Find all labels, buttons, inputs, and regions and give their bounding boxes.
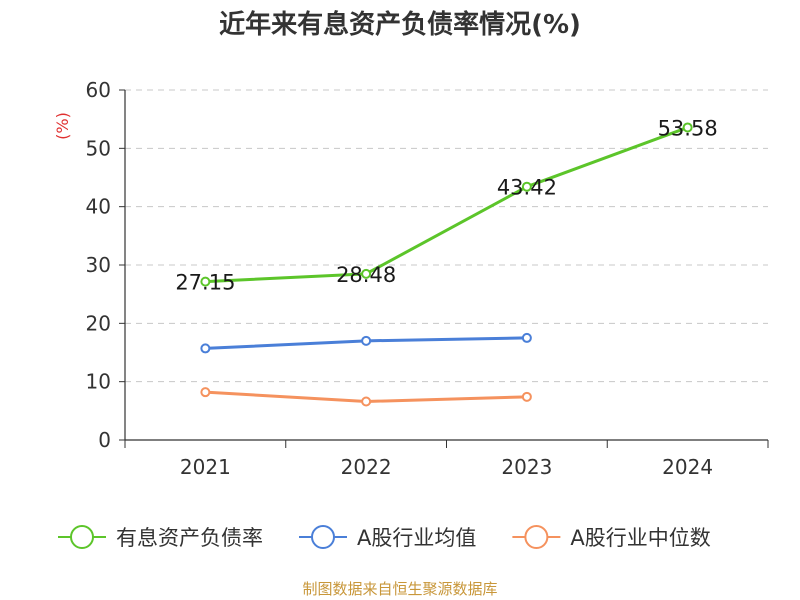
y-axis-label: (%) xyxy=(53,112,72,140)
data-point xyxy=(200,276,211,287)
legend-label: A股行业均值 xyxy=(357,526,476,550)
data-point xyxy=(521,391,532,402)
legend-marker xyxy=(524,525,549,549)
y-tick-label: 40 xyxy=(86,195,111,219)
chart-title: 近年来有息资产负债率情况(%) xyxy=(219,10,581,40)
data-point xyxy=(361,335,372,346)
legend-marker xyxy=(70,525,94,549)
series-line-0 xyxy=(205,126,689,284)
data-labels: 27.15 28.48 43.42 53.58 xyxy=(175,116,717,294)
x-tick-label: 2022 xyxy=(341,455,392,479)
data-label: 28.48 xyxy=(336,263,396,287)
y-tick-label: 10 xyxy=(86,370,111,394)
y-tick-label: 30 xyxy=(86,253,111,277)
legend-item-0: 有息资产负债率 xyxy=(58,525,263,550)
data-point xyxy=(521,332,532,343)
axes: 0 10 20 30 40 50 60 (%) 2021 2022 2023 2024 xyxy=(53,78,769,479)
y-tick-label: 50 xyxy=(86,136,111,160)
data-point xyxy=(200,387,211,398)
data-label: 43.42 xyxy=(497,176,557,200)
x-tick-label: 2024 xyxy=(662,455,713,479)
legend-item-1: A股行业均值 xyxy=(299,525,476,550)
grid-lines xyxy=(125,89,768,383)
legend: 有息资产负债率 A股行业均值 A股行业中位数 xyxy=(58,525,711,550)
y-tick-label: 20 xyxy=(86,311,111,335)
series-lines xyxy=(200,122,693,407)
legend-label: 有息资产负债率 xyxy=(116,526,263,550)
source-note: 制图数据来自恒生聚源数据库 xyxy=(302,580,498,598)
data-point xyxy=(682,122,693,133)
legend-marker xyxy=(311,525,335,549)
data-label: 27.15 xyxy=(175,271,235,295)
data-label: 53.58 xyxy=(658,116,718,140)
x-tick-label: 2021 xyxy=(180,455,231,479)
data-point xyxy=(521,181,532,192)
data-point xyxy=(200,343,211,354)
legend-label: A股行业中位数 xyxy=(570,526,710,550)
y-tick-label: 60 xyxy=(86,78,111,102)
x-tick-label: 2023 xyxy=(501,455,552,479)
data-point xyxy=(361,268,372,279)
data-point xyxy=(361,396,372,407)
legend-item-2: A股行业中位数 xyxy=(512,525,711,550)
y-tick-label: 0 xyxy=(98,428,111,452)
